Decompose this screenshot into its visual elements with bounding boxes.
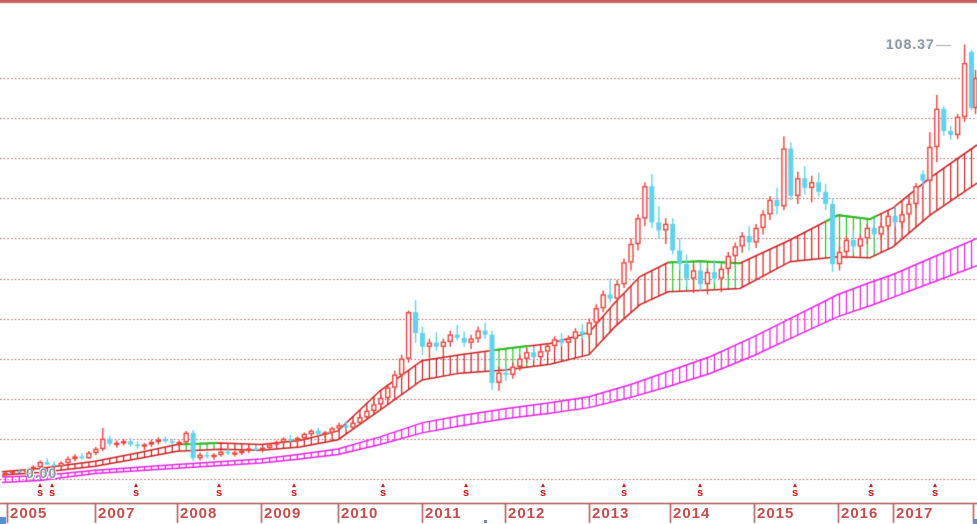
- bottom-right-blue-marker: [973, 519, 977, 524]
- start-price-label: 0.00: [26, 465, 58, 481]
- bottom-middle-blue-marker: [484, 520, 487, 523]
- last-price-label: 108.37: [886, 36, 935, 52]
- bottom-left-blue-marker: [0, 517, 6, 524]
